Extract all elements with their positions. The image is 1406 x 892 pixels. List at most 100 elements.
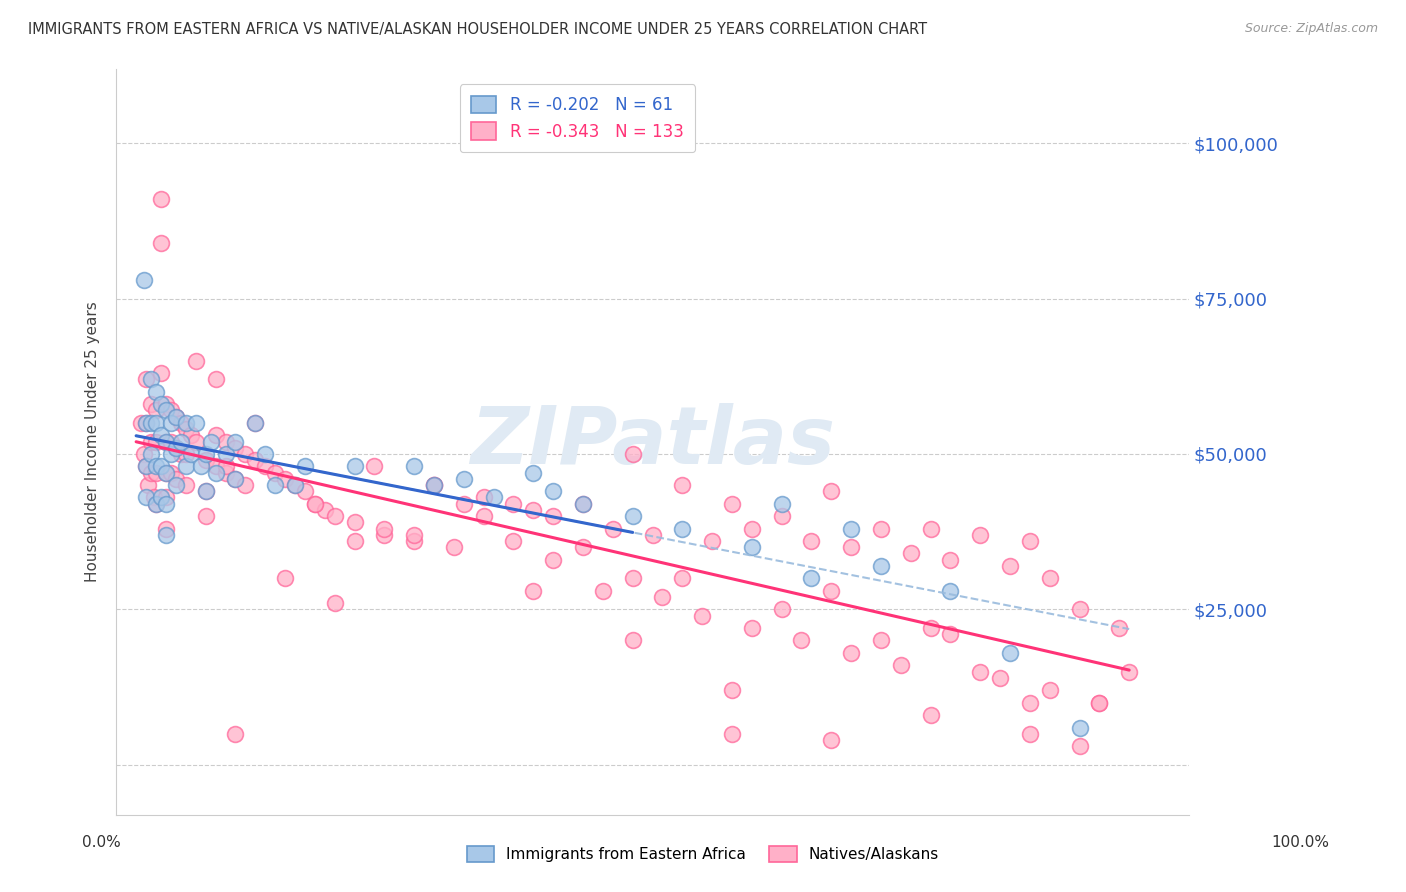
Point (541, 552, 564, 566)
Point (204, 466, 226, 480)
Point (304, 497, 326, 511)
Point (214, 447, 236, 461)
Point (139, 416, 162, 430)
Point (502, 497, 524, 511)
Point (204, 372, 226, 386)
Point (423, 478, 446, 492)
Point (721, 727, 744, 741)
Point (541, 484, 564, 499)
Point (294, 484, 316, 499)
Point (143, 491, 166, 505)
Point (204, 428, 226, 442)
Point (224, 441, 246, 455)
Point (160, 416, 183, 430)
Point (174, 447, 197, 461)
Point (135, 459, 157, 474)
Point (174, 416, 197, 430)
Point (224, 727, 246, 741)
Legend: R = -0.202   N = 61, R = -0.343   N = 133: R = -0.202 N = 61, R = -0.343 N = 133 (460, 85, 695, 153)
Point (602, 522, 624, 536)
Point (472, 509, 495, 524)
Text: 100.0%: 100.0% (1271, 836, 1330, 850)
Point (969, 665, 991, 679)
Point (343, 459, 366, 474)
Point (1039, 683, 1062, 698)
Point (572, 497, 595, 511)
Point (135, 416, 157, 430)
Point (1108, 621, 1130, 635)
Point (235, 478, 257, 492)
Point (135, 416, 157, 430)
Point (155, 397, 177, 411)
Point (641, 528, 664, 542)
Point (132, 273, 155, 287)
Point (671, 522, 693, 536)
Point (1118, 665, 1140, 679)
Point (800, 571, 823, 585)
Point (165, 409, 187, 424)
Point (149, 428, 172, 442)
Point (988, 671, 1011, 685)
Point (621, 571, 644, 585)
Point (180, 447, 202, 461)
Point (323, 509, 346, 524)
Point (155, 466, 177, 480)
Point (770, 509, 793, 524)
Point (423, 478, 446, 492)
Point (671, 571, 693, 585)
Point (839, 646, 862, 660)
Point (155, 528, 177, 542)
Point (839, 540, 862, 554)
Point (160, 447, 183, 461)
Point (224, 434, 246, 449)
Point (145, 459, 167, 474)
Point (139, 447, 162, 461)
Point (1039, 571, 1062, 585)
Point (170, 416, 193, 430)
Point (174, 478, 197, 492)
Point (284, 478, 307, 492)
Point (145, 403, 167, 417)
Point (160, 434, 183, 449)
Point (145, 497, 167, 511)
Point (194, 509, 217, 524)
Point (939, 552, 962, 566)
Point (363, 459, 385, 474)
Point (149, 235, 172, 250)
Point (235, 447, 257, 461)
Point (343, 516, 366, 530)
Point (155, 434, 177, 449)
Point (155, 466, 177, 480)
Point (224, 472, 246, 486)
Point (294, 459, 316, 474)
Point (174, 422, 197, 436)
Point (145, 384, 167, 399)
Point (274, 472, 297, 486)
Point (170, 447, 193, 461)
Point (254, 447, 277, 461)
Point (135, 372, 157, 386)
Point (314, 503, 336, 517)
Point (274, 571, 297, 585)
Point (245, 453, 267, 467)
Point (1069, 721, 1091, 735)
Point (204, 459, 226, 474)
Point (254, 459, 277, 474)
Point (373, 528, 395, 542)
Point (572, 497, 595, 511)
Point (820, 484, 842, 499)
Point (190, 459, 212, 474)
Point (174, 459, 197, 474)
Point (224, 472, 246, 486)
Point (304, 497, 326, 511)
Point (621, 509, 644, 524)
Text: 0.0%: 0.0% (82, 836, 121, 850)
Point (920, 621, 942, 635)
Point (820, 583, 842, 598)
Point (939, 627, 962, 641)
Point (572, 540, 595, 554)
Point (790, 633, 813, 648)
Point (155, 491, 177, 505)
Point (998, 646, 1021, 660)
Point (245, 416, 267, 430)
